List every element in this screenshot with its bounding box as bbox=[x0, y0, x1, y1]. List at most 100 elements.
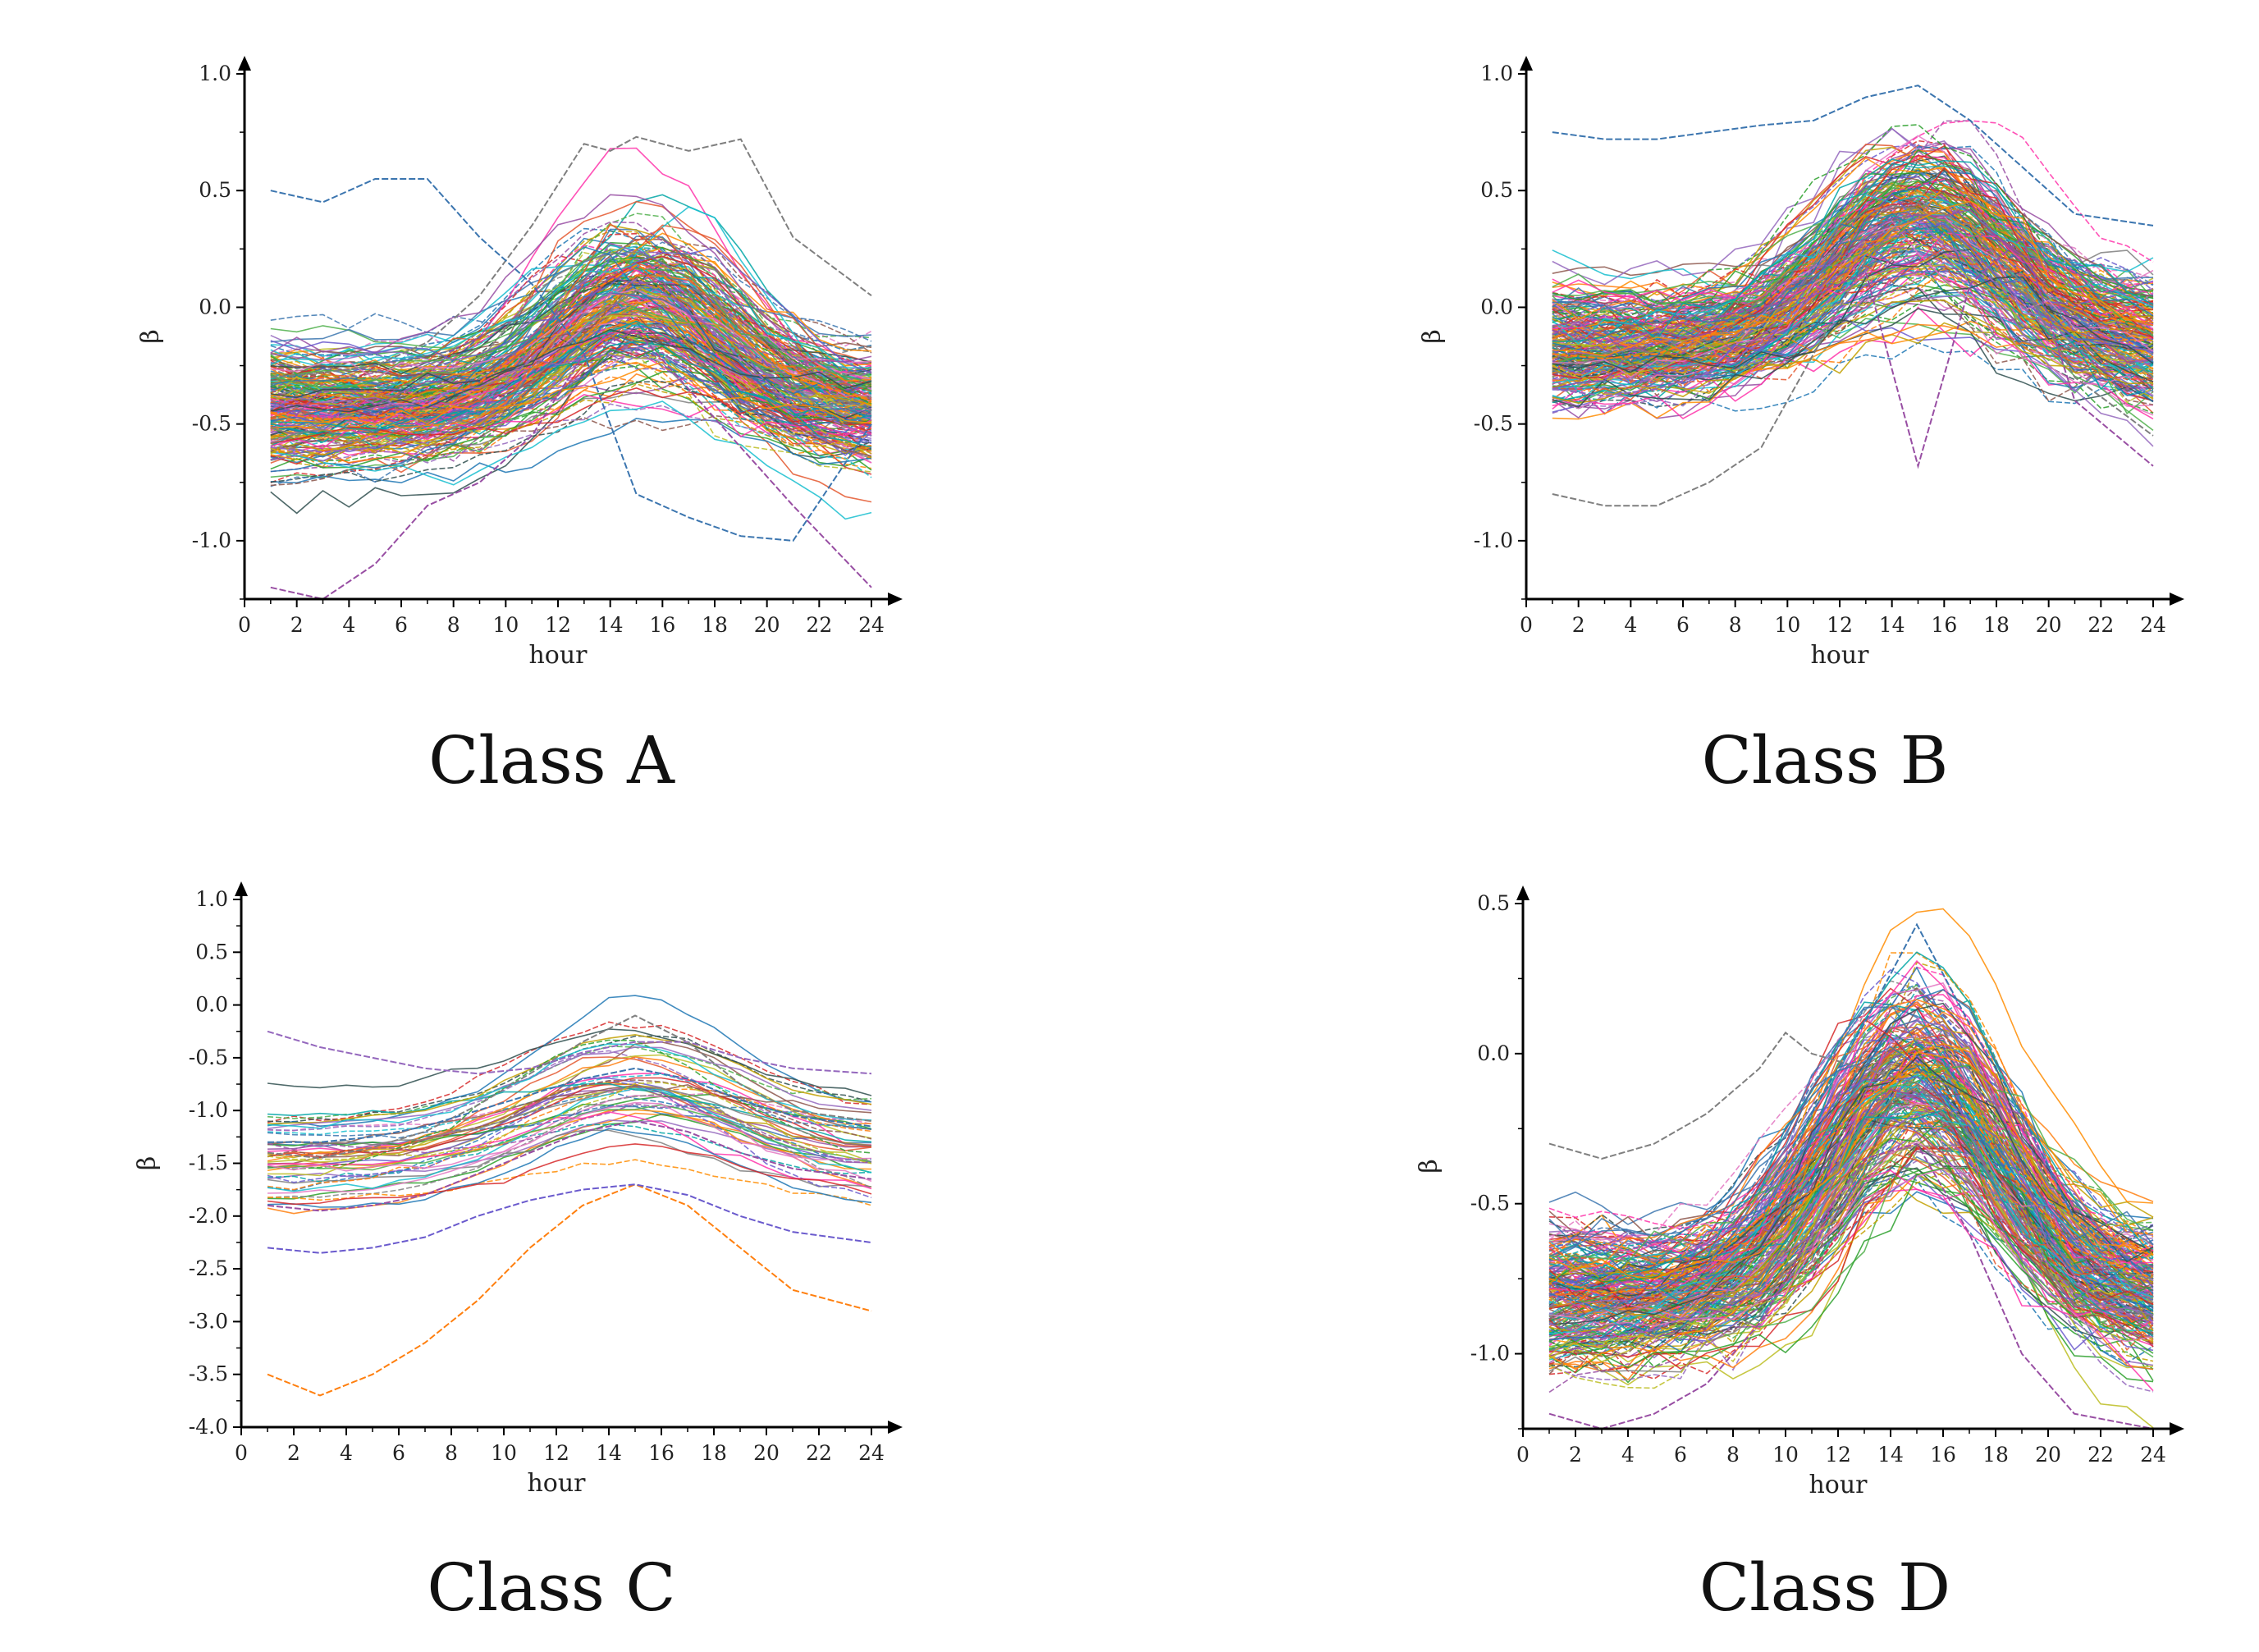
series-line-low bbox=[267, 1183, 872, 1397]
series-line bbox=[1548, 999, 2154, 1269]
y-axis-arrow bbox=[235, 881, 248, 896]
series-line bbox=[267, 1087, 872, 1192]
series-line bbox=[270, 328, 872, 399]
caption-class-b: Class B bbox=[1701, 722, 1949, 799]
x-tick-label: 0 bbox=[235, 1441, 248, 1465]
series-line bbox=[267, 1056, 872, 1158]
series-line bbox=[1548, 1085, 2154, 1324]
series-line bbox=[1552, 299, 2154, 405]
x-axis-title: hour bbox=[1809, 1471, 1868, 1499]
y-axis-arrow bbox=[1516, 885, 1530, 900]
series-line bbox=[270, 351, 872, 473]
x-tick-label: 6 bbox=[1674, 1443, 1687, 1467]
series-line bbox=[270, 281, 872, 409]
x-tick-label: 8 bbox=[1729, 613, 1742, 637]
y-tick-label: -3.0 bbox=[189, 1309, 228, 1333]
series-line-outlier-3 bbox=[270, 329, 872, 599]
series-line bbox=[270, 279, 872, 419]
series-line bbox=[1548, 1124, 2154, 1304]
x-tick-label: 18 bbox=[1982, 1443, 2009, 1467]
x-tick-label: 10 bbox=[1774, 613, 1800, 637]
series-group bbox=[267, 995, 872, 1397]
y-tick-label: 1.0 bbox=[1480, 62, 1513, 85]
series-line bbox=[270, 289, 872, 397]
series-line bbox=[1548, 1051, 2154, 1280]
series-line bbox=[270, 301, 872, 421]
series-line-outlier-1 bbox=[1548, 1031, 2154, 1280]
series-line bbox=[1552, 262, 2154, 392]
y-tick-label: 0.0 bbox=[1477, 1041, 1510, 1065]
y-tick-label: 0.0 bbox=[195, 993, 228, 1017]
y-tick-label: 0.5 bbox=[1480, 178, 1513, 202]
y-tick-label: -1.0 bbox=[192, 529, 231, 552]
series-line bbox=[270, 381, 872, 483]
series-line bbox=[267, 1028, 872, 1096]
series-line bbox=[267, 1105, 872, 1139]
series-line bbox=[1552, 181, 2154, 319]
series-line-peak bbox=[267, 1014, 872, 1160]
series-line bbox=[267, 1085, 872, 1191]
series-line bbox=[1552, 276, 2154, 373]
series-line bbox=[270, 248, 872, 415]
series-line bbox=[1552, 185, 2154, 352]
series-line bbox=[267, 1080, 872, 1199]
caption-class-d: Class D bbox=[1699, 1549, 1951, 1626]
y-tick-label: -2.0 bbox=[189, 1204, 228, 1228]
y-tick-label: -1.0 bbox=[189, 1098, 228, 1122]
x-tick-label: 18 bbox=[701, 1441, 727, 1465]
x-tick-label: 0 bbox=[1520, 613, 1533, 637]
series-line bbox=[270, 221, 872, 403]
caption-class-c: Class C bbox=[427, 1549, 676, 1626]
x-tick-label: 14 bbox=[596, 1441, 622, 1465]
series-line bbox=[270, 264, 872, 424]
series-line bbox=[267, 1082, 872, 1165]
series-line-typical-1 bbox=[1548, 1067, 2154, 1295]
x-tick-label: 2 bbox=[1569, 1443, 1582, 1467]
axes: 0 2 4 6 8 10 12 14 16 18 20 22 240.50.0-0.5-1.0 bbox=[1470, 885, 2184, 1467]
series-line bbox=[267, 1087, 872, 1177]
series-line bbox=[267, 1079, 872, 1158]
series-line bbox=[1552, 272, 2154, 404]
series-line bbox=[1552, 286, 2154, 394]
x-axis-arrow bbox=[2170, 1422, 2184, 1435]
series-line bbox=[270, 400, 872, 520]
series-line-typical-3 bbox=[267, 1183, 872, 1254]
x-tick-label: 24 bbox=[858, 1441, 885, 1465]
y-tick-label: -0.5 bbox=[189, 1046, 228, 1069]
series-line bbox=[1548, 1043, 2154, 1371]
series-line bbox=[1548, 1056, 2154, 1325]
series-line bbox=[1552, 270, 2154, 413]
series-line bbox=[1548, 1120, 2154, 1338]
x-axis-arrow bbox=[888, 1421, 903, 1434]
series-line bbox=[270, 256, 872, 413]
series-line bbox=[267, 1113, 872, 1200]
series-line bbox=[270, 249, 872, 388]
x-tick-label: 12 bbox=[545, 613, 571, 637]
series-line bbox=[1548, 952, 2154, 1318]
series-line bbox=[270, 272, 872, 445]
series-line bbox=[1548, 1046, 2154, 1257]
x-tick-label: 6 bbox=[395, 613, 408, 637]
series-line-outlier-3 bbox=[1552, 236, 2154, 469]
y-tick-label: 0.5 bbox=[195, 940, 228, 963]
series-line bbox=[270, 345, 872, 470]
series-line bbox=[267, 1050, 872, 1132]
x-tick-label: 18 bbox=[1983, 613, 2010, 637]
y-axis-title: β bbox=[133, 1156, 162, 1170]
x-tick-label: 4 bbox=[342, 613, 355, 637]
series-line bbox=[270, 346, 872, 487]
x-tick-label: 16 bbox=[649, 613, 675, 637]
series-line bbox=[270, 387, 872, 444]
line-chart-class-b: 0 2 4 6 8 10 12 14 16 18 20 22 241.00.50.0-0.5-1.0ho… bbox=[1418, 56, 2184, 670]
series-line bbox=[270, 360, 872, 446]
y-axis-title: β bbox=[1418, 329, 1447, 343]
x-tick-label: 0 bbox=[238, 613, 251, 637]
y-tick-label: -1.5 bbox=[189, 1151, 228, 1175]
series-line bbox=[267, 1085, 872, 1152]
y-tick-label: -1.0 bbox=[1470, 1342, 1510, 1366]
x-tick-label: 10 bbox=[491, 1441, 517, 1465]
x-tick-label: 8 bbox=[447, 613, 460, 637]
y-tick-label: -0.5 bbox=[192, 412, 231, 436]
y-tick-label: 0.0 bbox=[199, 295, 231, 318]
series-line bbox=[1552, 166, 2154, 320]
